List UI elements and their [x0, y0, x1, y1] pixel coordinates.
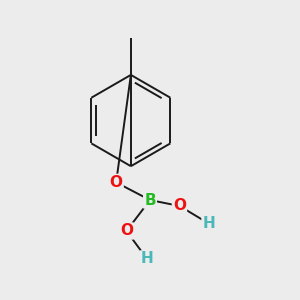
Text: B: B: [144, 193, 156, 208]
Text: H: H: [202, 216, 215, 231]
Text: O: O: [110, 175, 123, 190]
Text: H: H: [141, 251, 153, 266]
Text: O: O: [120, 224, 133, 238]
Text: O: O: [173, 198, 186, 213]
